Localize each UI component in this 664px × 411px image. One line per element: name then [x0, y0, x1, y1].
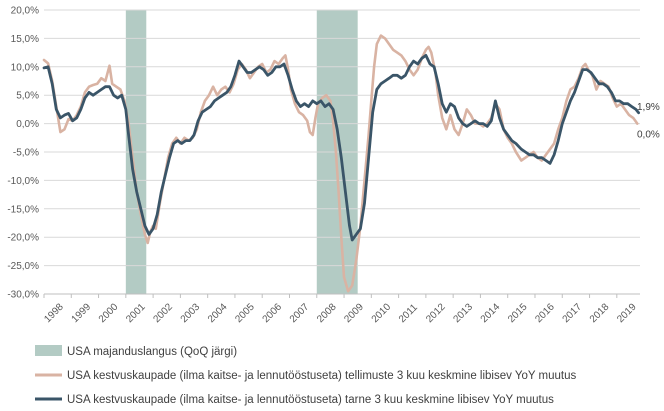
x-tick-label: 2008	[315, 301, 339, 325]
y-tick-label: -15,0%	[7, 204, 39, 215]
x-tick-label: 2012	[424, 301, 448, 325]
x-tick-label: 2015	[506, 301, 530, 325]
x-tick-label: 2016	[533, 301, 557, 325]
legend-item-0: USA majanduslangus (QoQ järgi)	[35, 345, 237, 358]
x-tick-label: 2002	[151, 301, 175, 325]
x-tick-label: 2014	[479, 301, 503, 325]
y-tick-label: 0,0%	[16, 119, 39, 130]
x-tick-label: 2009	[342, 301, 366, 325]
legend-swatch	[35, 345, 62, 356]
legend-item-2: USA kestvuskaupade (ilma kaitse- ja lenn…	[35, 394, 554, 406]
end-label-series-1: 1,9%	[637, 102, 660, 113]
x-tick-label: 2001	[124, 301, 148, 325]
legend-label: USA majanduslangus (QoQ järgi)	[67, 346, 237, 358]
x-tick-label: 2007	[288, 301, 312, 325]
y-tick-label: -5,0%	[13, 148, 39, 159]
x-tick-label: 1999	[70, 301, 94, 325]
x-tick-label: 1998	[42, 301, 66, 325]
legend-label: USA kestvuskaupade (ilma kaitse- ja lenn…	[67, 370, 576, 382]
x-tick-label: 2006	[261, 301, 285, 325]
y-tick-label: -20,0%	[7, 233, 39, 244]
x-tick-label: 2017	[561, 301, 585, 325]
x-tick-label: 2000	[97, 301, 121, 325]
y-tick-label: 15,0%	[11, 34, 39, 45]
y-tick-label: -10,0%	[7, 176, 39, 187]
series-line-1	[42, 54, 640, 242]
x-tick-label: 2019	[615, 301, 639, 325]
x-tick-label: 2011	[397, 302, 420, 325]
x-tick-label: 2005	[233, 301, 257, 325]
x-tick-label: 2010	[370, 301, 394, 325]
x-tick-label: 2018	[588, 301, 612, 325]
y-tick-label: 10,0%	[11, 62, 39, 73]
y-tick-label: 5,0%	[16, 91, 39, 102]
x-tick-label: 2003	[179, 301, 203, 325]
series-layer	[42, 34, 640, 293]
legend-item-1: USA kestvuskaupade (ilma kaitse- ja lenn…	[35, 370, 576, 382]
y-tick-label: 20,0%	[11, 6, 39, 17]
end-label-series-0: 0,0%	[637, 130, 660, 141]
y-tick-label: -25,0%	[7, 261, 39, 272]
legend: USA majanduslangus (QoQ järgi) USA kestvu…	[35, 345, 576, 406]
x-tick-label: 2013	[451, 301, 475, 325]
legend-label: USA kestvuskaupade (ilma kaitse- ja lenn…	[67, 394, 554, 406]
y-tick-label: -30,0%	[7, 290, 39, 301]
x-tick-label: 2004	[206, 301, 230, 325]
